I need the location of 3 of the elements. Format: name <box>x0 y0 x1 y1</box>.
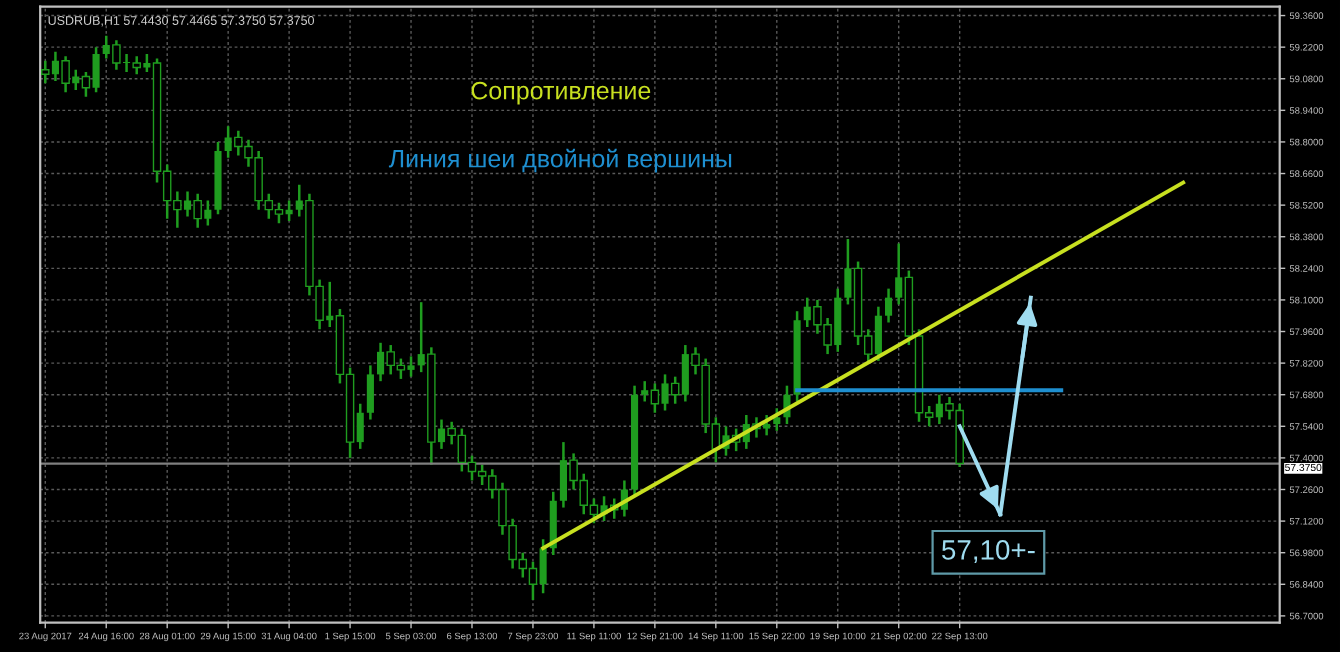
annotation: Линия шеи двойной вершины <box>388 148 732 173</box>
annotation: 57,10+- <box>942 540 1035 564</box>
annotation: Сопротивление <box>471 81 651 105</box>
